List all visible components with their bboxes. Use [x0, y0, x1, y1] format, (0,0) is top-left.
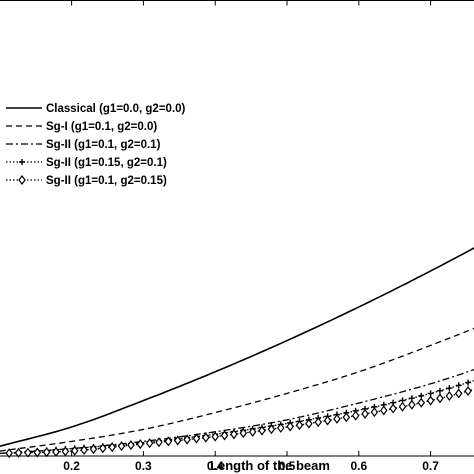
diamond-marker: [230, 429, 238, 440]
plus-marker: [446, 385, 453, 392]
series-line: [0, 247, 474, 447]
legend-label: Sg-II (g1=0.1, g2=0.15): [46, 175, 167, 187]
diamond-marker: [136, 439, 145, 450]
legend-label: Sg-II (g1=0.1, g2=0.1): [46, 139, 161, 151]
plus-marker: [436, 387, 443, 394]
diamond-marker: [248, 426, 257, 437]
series-4: [0, 379, 474, 456]
series-line: [0, 380, 474, 455]
diamond-marker: [202, 432, 210, 443]
diamond-marker: [436, 393, 444, 404]
legend-label: Sg-II (g1=0.15, g2=0.1): [46, 157, 167, 169]
plot-frame: [0, 0, 474, 457]
diamond-marker: [361, 408, 369, 419]
diamond-marker: [5, 448, 13, 459]
legend-entry: Sg-II (g1=0.1, g2=0.1): [6, 139, 161, 151]
series-line: [0, 368, 474, 455]
ticks-layer: 0.20.30.40.50.60.70.8: [63, 0, 439, 473]
diamond-marker: [417, 397, 425, 408]
diamond-marker: [267, 424, 276, 435]
diamond-marker: [173, 435, 182, 446]
series-2: [0, 327, 474, 452]
diamond-marker: [164, 436, 173, 447]
diamond-marker: [454, 388, 463, 399]
diamond-marker: [370, 407, 379, 418]
legend-plus-marker: [19, 159, 25, 165]
diamond-marker: [80, 445, 88, 456]
x-tick-label: 0.6: [350, 459, 367, 473]
legend: Classical (g1=0.0, g2=0.0) Sg-I (g1=0.1, …: [6, 103, 186, 187]
x-tick-label: 0.4: [207, 459, 224, 473]
diamond-marker: [380, 405, 388, 416]
diamond-marker: [295, 420, 304, 431]
diamond-marker: [33, 447, 42, 458]
diamond-marker: [52, 446, 60, 457]
x-tick-label: 0.5: [279, 459, 296, 473]
diamond-marker: [61, 446, 70, 457]
series-1: [0, 247, 474, 447]
diamond-marker: [145, 438, 154, 449]
plus-marker: [465, 379, 472, 386]
series-3: [0, 368, 474, 455]
diamond-marker: [333, 413, 341, 424]
diamond-marker: [127, 440, 135, 451]
legend-entry: Classical (g1=0.0, g2=0.0): [6, 103, 186, 115]
diamond-marker: [239, 428, 248, 439]
diamond-marker: [323, 415, 332, 426]
diamond-marker: [445, 390, 454, 401]
diamond-marker: [117, 441, 126, 452]
diamond-marker: [258, 425, 266, 436]
diamond-marker: [70, 445, 79, 456]
diamond-marker: [99, 443, 107, 454]
plus-marker: [427, 390, 434, 397]
series-line: [0, 327, 474, 452]
x-axis-label: Length of the beam: [210, 458, 330, 473]
diamond-marker: [183, 434, 191, 445]
diamond-marker: [314, 417, 322, 428]
diamond-marker: [42, 447, 51, 458]
x-tick-label: 0.2: [63, 459, 80, 473]
diamond-marker: [464, 386, 472, 397]
plus-marker: [455, 382, 462, 389]
x-tick-label: 0.7: [422, 459, 439, 473]
diamond-marker: [286, 421, 294, 432]
x-tick-label: 0.3: [135, 459, 152, 473]
diamond-marker: [408, 399, 416, 410]
diamond-marker: [305, 418, 313, 429]
diamond-marker: [24, 447, 32, 458]
legend-entry: Sg-II (g1=0.15, g2=0.1): [6, 157, 167, 169]
legend-diamond-marker: [18, 175, 26, 185]
series-layer: [0, 247, 474, 459]
diamond-marker: [155, 437, 163, 448]
legend-entry: Sg-II (g1=0.1, g2=0.15): [6, 175, 167, 187]
legend-label: Sg-I (g1=0.1, g2=0.0): [46, 121, 157, 133]
series-line: [0, 388, 474, 455]
diamond-marker: [398, 401, 407, 412]
diamond-marker: [89, 444, 98, 455]
diamond-marker: [426, 395, 435, 406]
diamond-marker: [389, 403, 397, 414]
diamond-marker: [351, 410, 360, 421]
legend-label: Classical (g1=0.0, g2=0.0): [46, 103, 186, 115]
diamond-marker: [211, 431, 219, 442]
diamond-marker: [220, 430, 229, 441]
series-5: [0, 386, 474, 459]
diamond-marker: [277, 422, 285, 433]
legend-entry: Sg-I (g1=0.1, g2=0.0): [6, 121, 157, 133]
diamond-marker: [192, 433, 201, 444]
diamond-marker: [14, 447, 23, 458]
diamond-marker: [342, 412, 351, 423]
diamond-marker: [108, 442, 116, 453]
